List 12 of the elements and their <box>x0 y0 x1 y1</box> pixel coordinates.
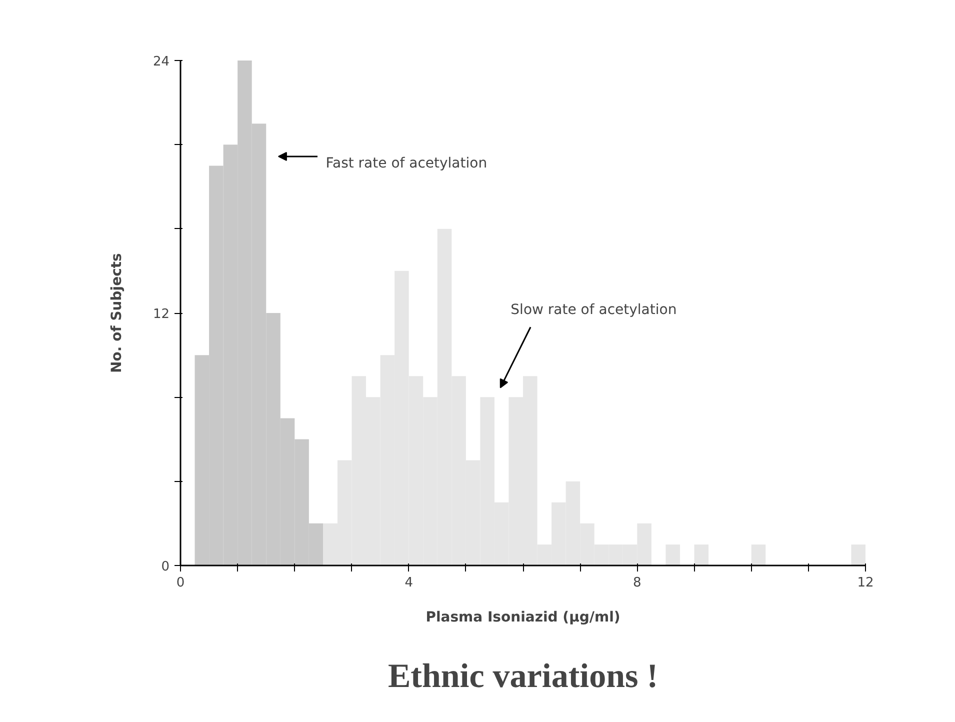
y-tick-label: 12 <box>152 307 170 322</box>
annotation: Fast rate of acetylation <box>326 156 488 172</box>
y-axis-title: No. of Subjects <box>108 253 125 373</box>
x-tick-label: 0 <box>176 576 185 590</box>
x-tick-label: 12 <box>857 576 874 590</box>
annotation: Slow rate of acetylation <box>510 302 677 318</box>
y-tick-label: 0 <box>161 560 170 574</box>
x-tick-label: 4 <box>404 576 413 590</box>
x-tick-label: 8 <box>633 576 642 590</box>
x-axis-title: Plasma Isoniazid (μg/ml) <box>426 610 620 626</box>
text: Ethnic variations ! <box>388 658 658 695</box>
y-tick-label: 24 <box>152 54 170 70</box>
